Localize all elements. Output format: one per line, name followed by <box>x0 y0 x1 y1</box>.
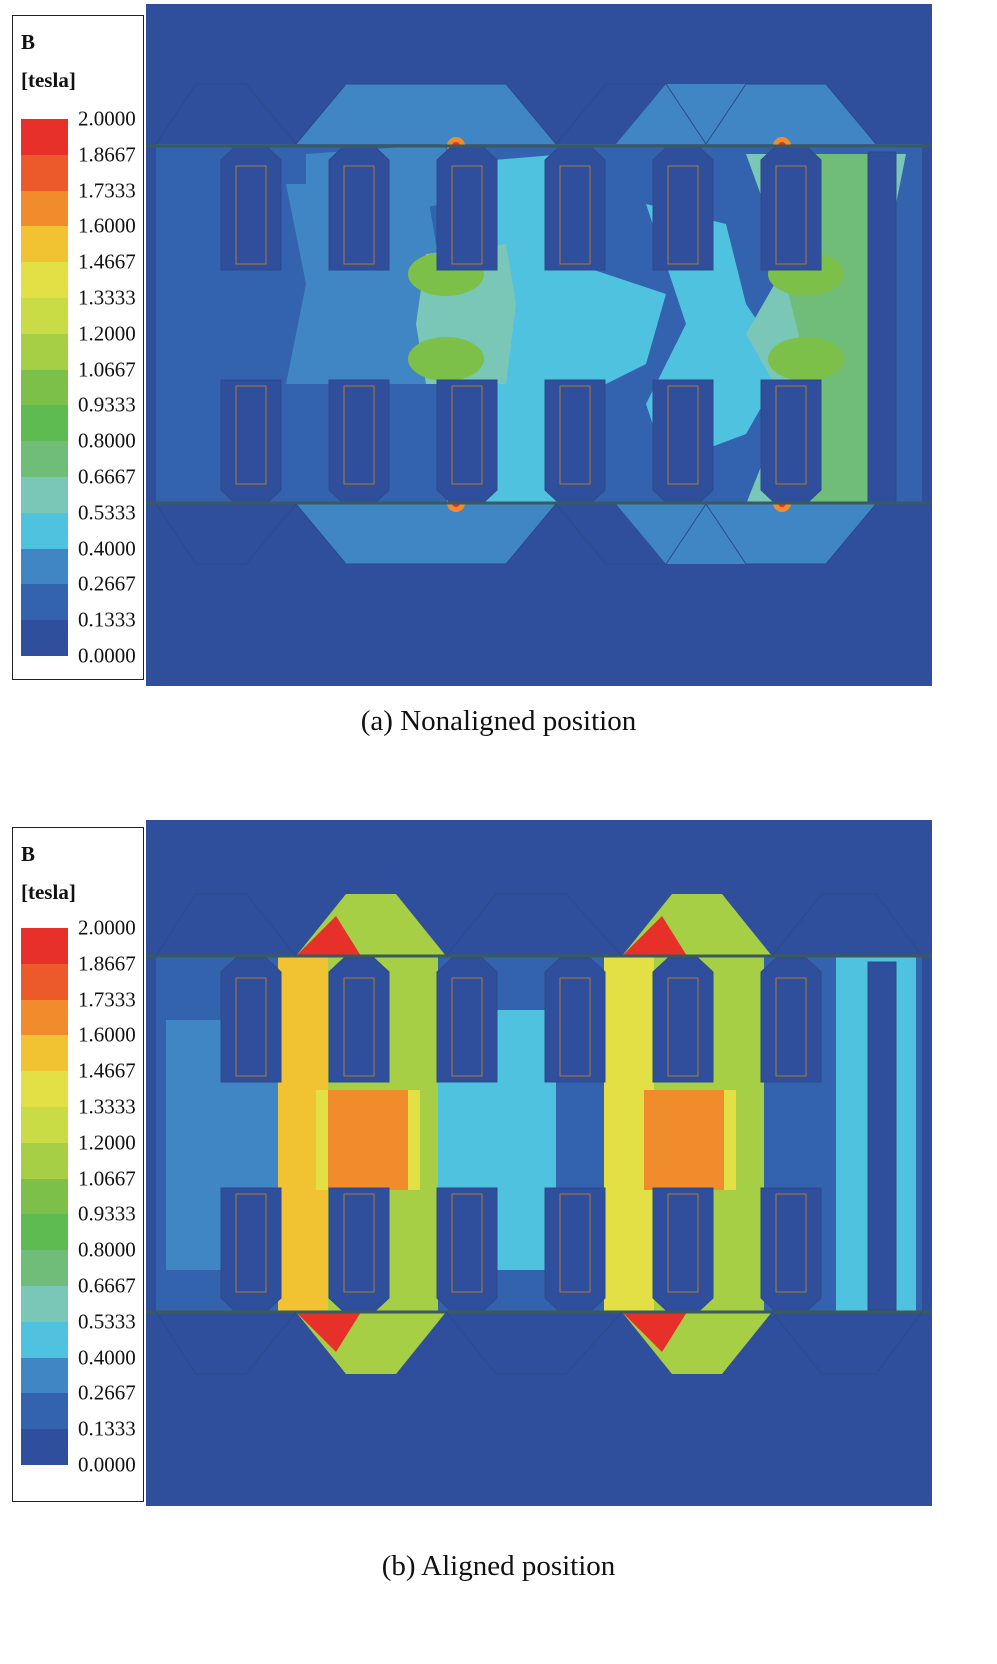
legend-tick-label: 0.5333 <box>78 1309 136 1334</box>
legend-swatch <box>21 1178 68 1215</box>
legend-tick-label: 2.0000 <box>78 106 136 131</box>
legend-tick-label: 1.7333 <box>78 178 136 203</box>
legend-swatch <box>21 477 68 514</box>
legend-swatch <box>21 441 68 478</box>
legend-swatch <box>21 190 68 227</box>
legend-tick-label: 1.2000 <box>78 1130 136 1155</box>
legend-tick-label: 0.1333 <box>78 1416 136 1441</box>
panel-nonaligned: B [tesla] 2.0000 1.8667 1.7333 1.6000 1.4667… <box>0 0 997 820</box>
legend-swatch <box>21 1429 68 1466</box>
legend-swatch <box>21 1107 68 1144</box>
legend-tick-label: 1.8667 <box>78 951 136 976</box>
legend-swatch <box>21 1250 68 1287</box>
legend-swatch <box>21 405 68 442</box>
legend-swatch <box>21 512 68 550</box>
legend-swatch <box>21 1214 68 1251</box>
legend-tick-label: 0.1333 <box>78 607 136 632</box>
legend-swatch <box>21 1071 68 1108</box>
legend-swatch <box>21 1286 68 1323</box>
legend-swatch <box>21 1357 68 1394</box>
legend-swatch <box>21 1393 68 1430</box>
caption: (a) Nonaligned position <box>360 705 637 737</box>
legend-tick-label: 1.4667 <box>78 249 136 274</box>
legend-color-bar: 2.0000 1.8667 1.7333 1.6000 1.4667 1.3333 1.20… <box>21 108 136 666</box>
legend-tick-label: 1.7333 <box>78 987 136 1012</box>
legend-swatch <box>21 548 68 585</box>
legend-tick-label: 1.3333 <box>78 285 136 310</box>
legend-tick-label: 0.8000 <box>78 428 136 453</box>
legend-tick-label: 0.4000 <box>78 536 136 561</box>
color-legend: B [tesla] 2.0000 1.8667 1.7333 1.6000 1.4667… <box>12 827 144 1502</box>
legend-tick-label: 0.2667 <box>78 571 136 596</box>
legend-swatch <box>21 119 68 156</box>
legend-swatch <box>21 584 68 621</box>
legend-tick-label: 1.2000 <box>78 321 136 346</box>
legend-tick-label: 1.6000 <box>78 213 136 238</box>
legend-tick-label: 0.5333 <box>78 500 136 525</box>
legend-swatch <box>21 369 68 406</box>
legend-swatch <box>21 154 68 192</box>
legend-unit: [tesla] <box>21 880 76 904</box>
legend-swatch <box>21 1321 68 1359</box>
legend-swatch <box>21 262 68 299</box>
legend-tick-label: 1.6000 <box>78 1022 136 1047</box>
legend-tick-label: 1.0667 <box>78 1166 136 1191</box>
legend-swatch <box>21 620 68 657</box>
legend-tick-label: 0.0000 <box>78 1452 136 1477</box>
legend-swatch <box>21 333 68 371</box>
legend-tick-label: 0.8000 <box>78 1237 136 1262</box>
legend-quantity: B <box>21 30 36 54</box>
legend-color-bar: 2.0000 1.8667 1.7333 1.6000 1.4667 1.3333 1.20… <box>21 917 136 1475</box>
legend-swatch <box>21 999 68 1036</box>
legend-tick-label: 1.0667 <box>78 357 136 382</box>
panel-aligned: B [tesla] 2.0000 1.8667 1.7333 1.6000 1.4667… <box>0 820 997 1664</box>
color-legend: B [tesla] 2.0000 1.8667 1.7333 1.6000 1.4667… <box>12 15 144 680</box>
legend-tick-label: 1.4667 <box>78 1058 136 1083</box>
legend-tick-label: 1.3333 <box>78 1094 136 1119</box>
legend-unit: [tesla] <box>21 68 76 92</box>
legend-swatch <box>21 928 68 965</box>
caption: (b) Aligned position <box>381 1550 616 1582</box>
legend-tick-label: 0.4000 <box>78 1345 136 1370</box>
legend-tick-label: 0.9333 <box>78 1201 136 1226</box>
legend-swatch <box>21 1142 68 1180</box>
legend-quantity: B <box>21 842 36 866</box>
flux-density-plot <box>146 820 932 1506</box>
legend-tick-label: 0.0000 <box>78 643 136 668</box>
legend-tick-label: 1.8667 <box>78 142 136 167</box>
legend-tick-label: 0.6667 <box>78 1273 136 1298</box>
legend-swatch <box>21 963 68 1001</box>
legend-tick-label: 0.2667 <box>78 1380 136 1405</box>
legend-swatch <box>21 298 68 335</box>
legend-swatch <box>21 1035 68 1072</box>
flux-density-plot <box>146 4 932 686</box>
legend-swatch <box>21 226 68 263</box>
legend-tick-label: 0.6667 <box>78 464 136 489</box>
legend-tick-label: 0.9333 <box>78 392 136 417</box>
legend-tick-label: 2.0000 <box>78 915 136 940</box>
